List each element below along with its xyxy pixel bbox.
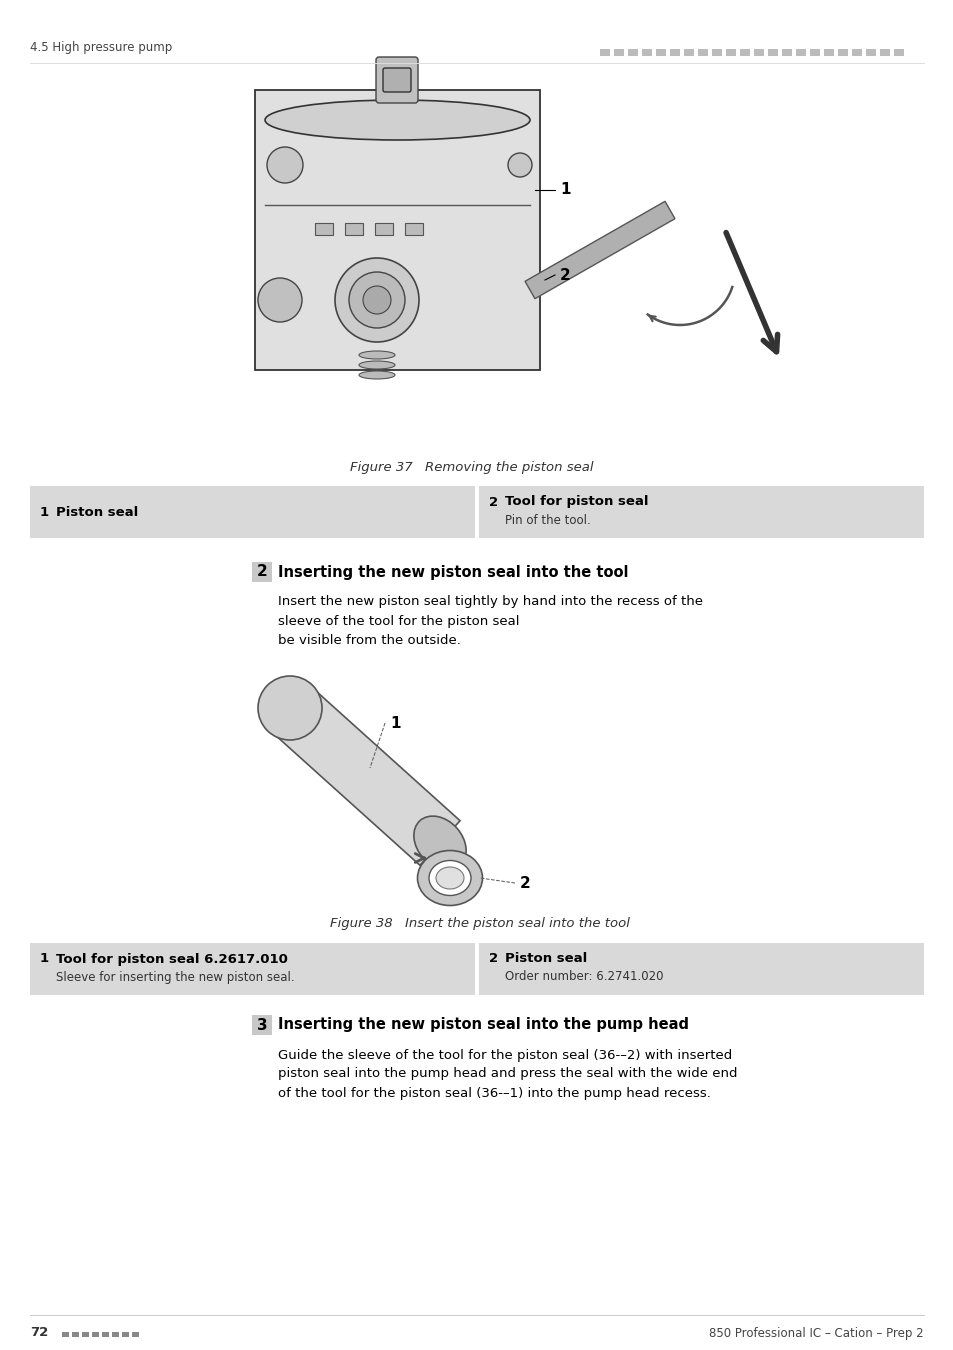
- Bar: [30, 486, 475, 539]
- Ellipse shape: [265, 100, 530, 140]
- Bar: [112, 1332, 119, 1336]
- Text: Tool for piston seal 6.2617.010: Tool for piston seal 6.2617.010: [56, 953, 288, 965]
- Bar: [30, 944, 475, 995]
- Text: 2: 2: [559, 267, 570, 282]
- Bar: [683, 49, 693, 55]
- Bar: [82, 1332, 89, 1336]
- Bar: [627, 49, 638, 55]
- Bar: [809, 49, 820, 55]
- Bar: [698, 49, 707, 55]
- Polygon shape: [270, 686, 459, 865]
- Circle shape: [363, 286, 391, 315]
- Circle shape: [267, 147, 303, 184]
- Circle shape: [257, 278, 302, 323]
- Bar: [711, 49, 721, 55]
- Circle shape: [507, 153, 532, 177]
- Ellipse shape: [358, 371, 395, 379]
- Circle shape: [349, 271, 405, 328]
- Text: 1: 1: [40, 953, 49, 965]
- Text: 2: 2: [489, 953, 497, 965]
- Text: 2: 2: [519, 876, 530, 891]
- Bar: [893, 49, 903, 55]
- Bar: [781, 49, 791, 55]
- Text: Piston seal: Piston seal: [56, 505, 138, 518]
- Text: Insert the new piston seal tightly by hand into the recess of the: Insert the new piston seal tightly by ha…: [277, 595, 702, 609]
- Circle shape: [335, 258, 418, 342]
- Bar: [345, 223, 363, 235]
- Text: of the tool for the piston seal (36-–1) into the pump head recess.: of the tool for the piston seal (36-–1) …: [277, 1087, 710, 1099]
- Bar: [132, 1332, 139, 1336]
- Text: 3: 3: [256, 1018, 267, 1033]
- Polygon shape: [524, 201, 675, 298]
- Text: 850 Professional IC – Cation – Prep 2: 850 Professional IC – Cation – Prep 2: [709, 1327, 923, 1339]
- Bar: [865, 49, 875, 55]
- Bar: [614, 49, 623, 55]
- Bar: [62, 1332, 69, 1336]
- FancyBboxPatch shape: [382, 68, 411, 92]
- Bar: [91, 1332, 99, 1336]
- Bar: [252, 562, 272, 582]
- Bar: [823, 49, 833, 55]
- Bar: [599, 49, 609, 55]
- Text: be visible from the outside.: be visible from the outside.: [277, 633, 460, 647]
- Bar: [656, 49, 665, 55]
- Ellipse shape: [358, 351, 395, 359]
- Bar: [740, 49, 749, 55]
- Ellipse shape: [257, 676, 322, 740]
- Text: Figure 38: Figure 38: [330, 917, 393, 930]
- Text: Tool for piston seal: Tool for piston seal: [504, 495, 648, 509]
- Text: 1: 1: [390, 716, 400, 730]
- Ellipse shape: [436, 867, 463, 890]
- Bar: [405, 223, 422, 235]
- Ellipse shape: [414, 817, 466, 869]
- Ellipse shape: [417, 850, 482, 906]
- Text: 2: 2: [489, 495, 497, 509]
- Bar: [795, 49, 805, 55]
- Text: Inserting the new piston seal into the pump head: Inserting the new piston seal into the p…: [277, 1018, 688, 1033]
- Bar: [767, 49, 778, 55]
- FancyBboxPatch shape: [375, 57, 417, 103]
- Bar: [122, 1332, 129, 1336]
- Ellipse shape: [358, 360, 395, 369]
- Text: Insert the piston seal into the tool: Insert the piston seal into the tool: [388, 917, 629, 930]
- Text: Inserting the new piston seal into the tool: Inserting the new piston seal into the t…: [277, 564, 628, 579]
- Bar: [641, 49, 651, 55]
- Bar: [669, 49, 679, 55]
- Text: piston seal into the pump head and press the seal with the wide end: piston seal into the pump head and press…: [277, 1068, 737, 1080]
- FancyBboxPatch shape: [254, 90, 539, 370]
- Text: 72: 72: [30, 1327, 49, 1339]
- Text: Pin of the tool.: Pin of the tool.: [504, 513, 590, 526]
- Bar: [478, 486, 923, 539]
- Text: 4.5 High pressure pump: 4.5 High pressure pump: [30, 42, 172, 54]
- Bar: [252, 1015, 272, 1035]
- Bar: [102, 1332, 109, 1336]
- Text: Sleeve for inserting the new piston seal.: Sleeve for inserting the new piston seal…: [56, 971, 294, 984]
- Text: Figure 37: Figure 37: [350, 462, 413, 474]
- Bar: [71, 1332, 79, 1336]
- Bar: [837, 49, 847, 55]
- Bar: [851, 49, 862, 55]
- Bar: [879, 49, 889, 55]
- Bar: [478, 944, 923, 995]
- Ellipse shape: [429, 860, 471, 895]
- Text: sleeve of the tool for the piston seal: sleeve of the tool for the piston seal: [277, 614, 523, 628]
- Text: 1: 1: [40, 505, 49, 518]
- Bar: [725, 49, 735, 55]
- Text: Order number: 6.2741.020: Order number: 6.2741.020: [504, 971, 662, 984]
- Bar: [753, 49, 763, 55]
- Text: Removing the piston seal: Removing the piston seal: [408, 462, 593, 474]
- Text: Piston seal: Piston seal: [504, 953, 587, 965]
- Text: Guide the sleeve of the tool for the piston seal (36-–2) with inserted: Guide the sleeve of the tool for the pis…: [277, 1049, 732, 1061]
- Bar: [375, 223, 393, 235]
- Text: 2: 2: [256, 564, 267, 579]
- Bar: [314, 223, 333, 235]
- Text: 1: 1: [559, 182, 570, 197]
